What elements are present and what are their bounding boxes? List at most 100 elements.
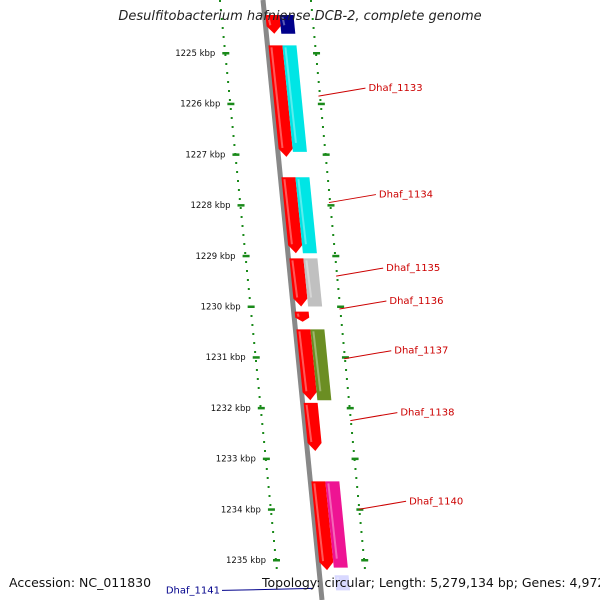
ruler-dot bbox=[272, 531, 275, 533]
label-leader-line bbox=[350, 412, 398, 422]
ruler-dot bbox=[328, 198, 331, 200]
ruler-dot bbox=[219, 9, 222, 11]
ruler-dot bbox=[250, 315, 253, 317]
ruler-dot bbox=[359, 522, 362, 524]
ruler-tick-mark bbox=[327, 204, 335, 207]
genome-stats-text: Topology: circular; Length: 5,279,134 bp… bbox=[262, 575, 600, 590]
ruler-dot bbox=[246, 279, 249, 281]
ruler-dot bbox=[267, 486, 270, 488]
ruler-dot bbox=[315, 63, 318, 65]
ruler-dot bbox=[271, 522, 274, 524]
ruler-tick-mark bbox=[242, 254, 250, 258]
gene-arrow bbox=[289, 258, 308, 307]
ruler-dot bbox=[260, 414, 263, 416]
ruler-dot bbox=[357, 504, 360, 506]
ruler-dot bbox=[355, 477, 358, 479]
ruler-dot bbox=[349, 414, 352, 416]
gene-highlight bbox=[336, 576, 341, 584]
ruler-dot bbox=[237, 180, 239, 182]
ruler-dot bbox=[255, 360, 257, 362]
gene-arrow bbox=[296, 329, 317, 401]
ruler-dot bbox=[311, 18, 314, 20]
ruler-dot bbox=[233, 144, 236, 146]
ruler-dot bbox=[270, 513, 273, 515]
ruler-dot bbox=[248, 297, 251, 299]
ruler-dot bbox=[257, 387, 260, 389]
ruler-dot bbox=[351, 441, 354, 443]
ruler-dot bbox=[230, 117, 233, 119]
ruler-dot bbox=[341, 333, 344, 335]
ruler-tick-label: 1235 kbp bbox=[226, 556, 266, 566]
ruler-dot bbox=[315, 54, 318, 56]
gene-arrow bbox=[281, 177, 303, 254]
ruler-dot bbox=[235, 162, 238, 164]
label-leader-line bbox=[318, 87, 366, 97]
label-leader-line bbox=[336, 267, 384, 277]
ruler-tick-mark bbox=[322, 153, 330, 156]
ruler-dot bbox=[323, 144, 326, 146]
ruler-dot bbox=[269, 504, 272, 506]
gene-highlight bbox=[281, 16, 286, 26]
gene-label-dhaf_1135: Dhaf_1135 bbox=[386, 263, 440, 274]
ruler-tick-mark bbox=[361, 559, 369, 562]
gene-arrow bbox=[310, 329, 332, 401]
ruler-tick-label: 1225 kbp bbox=[175, 49, 215, 59]
ruler-tick-mark bbox=[273, 559, 280, 562]
ruler-dot bbox=[261, 423, 264, 425]
ruler-dot bbox=[225, 63, 228, 65]
gene-label-dhaf_1140: Dhaf_1140 bbox=[409, 496, 463, 507]
ruler-dot bbox=[242, 234, 245, 236]
gene-label-dhaf_1137: Dhaf_1137 bbox=[394, 346, 448, 357]
ruler-dot bbox=[363, 567, 366, 569]
ruler-ticks: 1225 kbp 1226 kbp 1227 kbp 1228 kbp 1229 kbp… bbox=[175, 49, 369, 566]
ruler-dot bbox=[229, 108, 232, 110]
ruler-dot bbox=[346, 387, 349, 389]
ruler-dot bbox=[331, 225, 334, 227]
gene-label-dhaf_1133: Dhaf_1133 bbox=[368, 83, 422, 94]
ruler-dot bbox=[322, 135, 325, 137]
ruler-dot bbox=[247, 288, 250, 290]
ruler-dot bbox=[219, 0, 221, 2]
ruler-dot bbox=[241, 225, 244, 227]
ruler-dot bbox=[240, 216, 243, 218]
gene-label-dhaf_1136: Dhaf_1136 bbox=[389, 296, 443, 307]
gene-highlight bbox=[313, 483, 325, 562]
ruler-dot bbox=[339, 315, 342, 317]
ruler-dot bbox=[223, 45, 226, 47]
ruler-dot bbox=[340, 324, 343, 326]
ruler-dot bbox=[361, 540, 364, 542]
ruler-dot bbox=[231, 126, 234, 128]
ruler-dot bbox=[254, 351, 257, 353]
gene-arrow bbox=[265, 14, 281, 34]
ruler-dot bbox=[327, 180, 330, 182]
ruler-tick-mark bbox=[232, 153, 240, 156]
ruler-dot bbox=[320, 108, 323, 110]
ruler-dot bbox=[350, 423, 353, 425]
ruler-tick-mark bbox=[346, 406, 354, 410]
ruler-tick-mark bbox=[252, 356, 260, 359]
ruler-dot bbox=[351, 432, 354, 434]
ruler-dot bbox=[356, 486, 359, 488]
label-leader-line bbox=[358, 500, 407, 510]
ruler-tick-label: 1226 kbp bbox=[180, 100, 220, 110]
ruler-dot bbox=[273, 549, 276, 551]
gene-highlight bbox=[296, 313, 300, 317]
ruler-dot bbox=[238, 198, 241, 200]
ruler-dot bbox=[360, 531, 363, 533]
ruler-dot bbox=[258, 396, 261, 398]
ruler-tick-mark bbox=[313, 52, 321, 55]
ruler-dot bbox=[332, 234, 335, 236]
ruler-tick-mark bbox=[351, 457, 359, 461]
gene-arrow bbox=[325, 481, 348, 568]
ruler-dot bbox=[313, 36, 316, 38]
ruler-dot bbox=[362, 549, 365, 551]
gene-arrow bbox=[282, 45, 307, 152]
ruler-dot bbox=[259, 405, 262, 407]
ruler-dot bbox=[266, 477, 269, 479]
label-leader-line bbox=[339, 300, 387, 310]
ruler-tick-label: 1228 kbp bbox=[190, 201, 230, 211]
ruler-dot bbox=[344, 360, 347, 362]
genome-backbone-line bbox=[260, 0, 325, 601]
ruler-dot bbox=[252, 333, 255, 335]
ruler-dot bbox=[312, 27, 315, 29]
